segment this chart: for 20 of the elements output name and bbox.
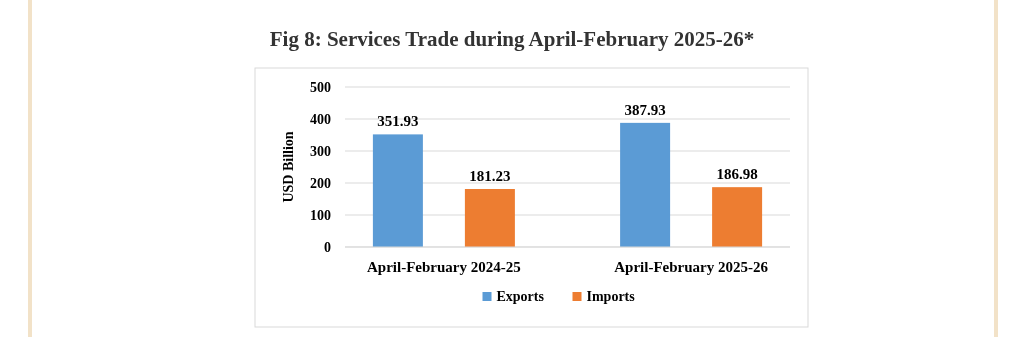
y-tick-label: 200 (310, 176, 331, 191)
y-axis-title: USD Billion (281, 131, 296, 203)
bar (712, 187, 763, 247)
bar (464, 189, 515, 247)
legend-label: Imports (586, 289, 636, 304)
chart-title: Fig 8: Services Trade during April-February 2025-26* (269, 27, 755, 51)
data-label: 186.98 (716, 166, 758, 183)
x-tick-label: April-February 2025-26 (614, 259, 769, 275)
y-tick-label: 500 (310, 80, 331, 95)
data-label: 351.93 (377, 113, 419, 130)
y-tick-label: 400 (310, 112, 331, 127)
bar (372, 134, 423, 247)
legend-label: Exports (496, 289, 545, 304)
y-tick-label: 300 (310, 144, 331, 159)
data-label: 387.93 (624, 101, 666, 118)
y-tick-label: 100 (310, 208, 331, 223)
data-label: 181.23 (469, 168, 511, 185)
x-tick-label: April-February 2024-25 (367, 259, 521, 275)
bar (620, 122, 671, 247)
y-tick-label: 0 (324, 240, 331, 255)
